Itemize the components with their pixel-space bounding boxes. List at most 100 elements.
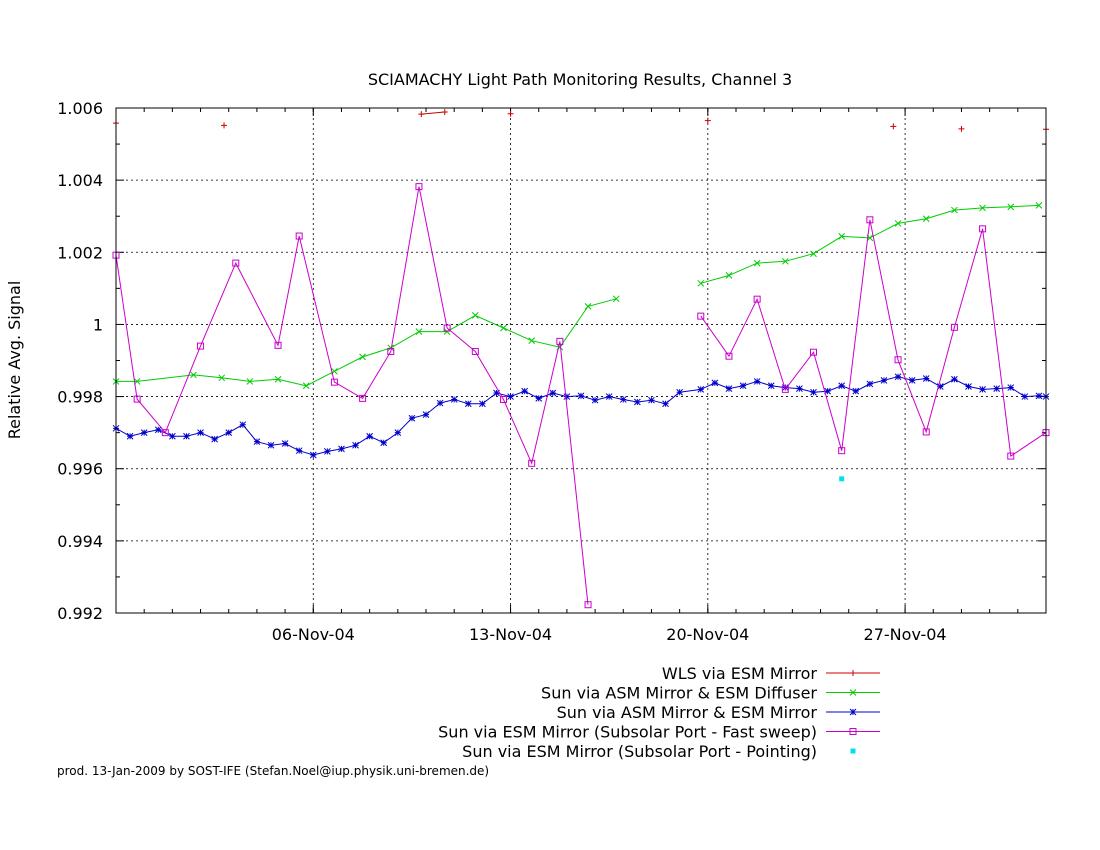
data-point <box>324 448 331 455</box>
data-point <box>1007 203 1015 211</box>
data-point <box>169 432 176 440</box>
data-point <box>725 352 733 360</box>
data-point <box>993 385 1001 392</box>
data-point <box>697 279 705 287</box>
data-point <box>767 382 775 390</box>
data-point <box>309 451 317 459</box>
production-credit: prod. 13-Jan-2009 by SOST-IFE (Stefan.No… <box>57 764 490 778</box>
data-point <box>979 225 987 233</box>
data-point <box>704 117 711 124</box>
data-point <box>839 476 845 482</box>
data-point <box>796 385 803 392</box>
data-point <box>239 421 247 429</box>
data-point <box>436 399 444 407</box>
data-point <box>246 378 254 385</box>
data-point <box>697 312 705 320</box>
data-point <box>1007 452 1015 460</box>
data-point <box>295 447 303 455</box>
data-point <box>366 432 373 440</box>
data-point <box>922 215 930 223</box>
data-point <box>183 432 190 440</box>
data-point <box>464 400 472 408</box>
data-point <box>922 428 930 436</box>
data-point <box>697 386 705 393</box>
data-point <box>493 389 500 397</box>
data-point <box>507 110 514 117</box>
data-point <box>415 328 423 335</box>
data-point <box>535 395 543 402</box>
data-point <box>443 324 451 332</box>
data-point <box>634 398 641 406</box>
data-point <box>1021 393 1029 400</box>
data-point <box>190 371 197 379</box>
data-point <box>908 376 916 384</box>
data-point <box>500 324 507 332</box>
data-point <box>253 438 261 446</box>
legend-label: Sun via ASM Mirror & ESM Diffuser <box>541 684 817 703</box>
data-point <box>612 295 620 303</box>
data-point <box>725 385 733 392</box>
data-point <box>838 382 846 390</box>
legend-label: WLS via ESM Mirror <box>662 664 818 683</box>
data-point <box>563 393 571 400</box>
data-point <box>274 341 282 349</box>
data-point <box>422 411 430 418</box>
data-point <box>810 388 817 396</box>
data-point <box>415 183 423 191</box>
data-point <box>725 272 733 279</box>
data-point <box>958 125 965 132</box>
data-point <box>418 111 425 118</box>
series-2 <box>112 202 1043 390</box>
data-point <box>838 233 846 240</box>
x-axis: 06-Nov-04 13-Nov-04 20-Nov-04 27-Nov-04 <box>143 108 1019 644</box>
plot-area <box>112 108 1050 609</box>
data-point <box>852 387 860 395</box>
data-point <box>739 382 747 390</box>
data-point <box>281 440 289 447</box>
legend-marker <box>849 689 857 696</box>
data-point <box>471 347 479 355</box>
data-point <box>781 384 789 391</box>
y-tick-label: 0.992 <box>57 604 103 623</box>
data-point <box>922 375 930 382</box>
data-point <box>838 447 846 455</box>
data-point <box>936 383 944 390</box>
data-point <box>1035 392 1043 400</box>
series-4 <box>112 183 1050 609</box>
data-point <box>605 393 613 400</box>
data-point <box>380 439 388 447</box>
x-tick-label: 27-Nov-04 <box>864 625 947 644</box>
data-point <box>894 373 902 381</box>
data-point <box>154 426 162 434</box>
data-point <box>880 376 888 384</box>
data-point <box>1007 384 1015 391</box>
series-line <box>421 112 1046 129</box>
legend-label: Sun via ASM Mirror & ESM Mirror <box>557 703 818 722</box>
data-point <box>133 395 141 403</box>
data-point <box>197 429 204 436</box>
y-tick-label: 1.004 <box>57 171 103 190</box>
data-point <box>126 432 134 440</box>
data-point <box>274 375 282 383</box>
data-point <box>951 206 958 214</box>
series-1 <box>113 108 1049 133</box>
legend-label: Sun via ESM Mirror (Subsolar Port - Fast… <box>438 723 817 742</box>
series-line <box>115 186 1047 605</box>
legend-marker <box>850 670 856 676</box>
y-axis-label: Relative Avg. Signal <box>5 281 24 440</box>
data-point <box>471 312 479 319</box>
data-point <box>450 396 458 403</box>
data-point <box>619 396 627 403</box>
data-point <box>584 303 592 310</box>
data-point <box>221 122 228 129</box>
legend-marker <box>849 708 857 716</box>
data-point <box>211 435 218 443</box>
data-point <box>387 344 395 352</box>
data-point <box>394 429 402 436</box>
data-point <box>676 388 683 396</box>
y-axis: 0.992 0.994 0.996 0.998 1 1.002 1.004 1.006 <box>57 99 1046 623</box>
data-point <box>549 389 557 397</box>
data-point <box>528 459 536 467</box>
data-point <box>441 108 448 115</box>
